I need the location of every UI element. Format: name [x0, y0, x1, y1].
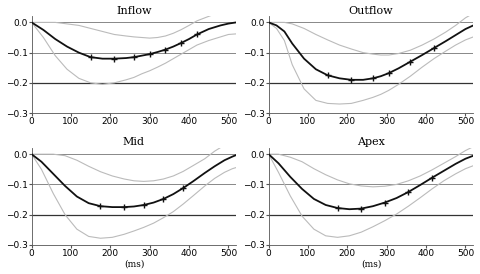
Title: Apex: Apex	[356, 137, 384, 147]
Title: Mid: Mid	[123, 137, 144, 147]
X-axis label: (ms): (ms)	[360, 259, 380, 269]
Title: Inflow: Inflow	[116, 5, 151, 16]
X-axis label: (ms): (ms)	[123, 259, 144, 269]
Title: Outflow: Outflow	[348, 5, 393, 16]
